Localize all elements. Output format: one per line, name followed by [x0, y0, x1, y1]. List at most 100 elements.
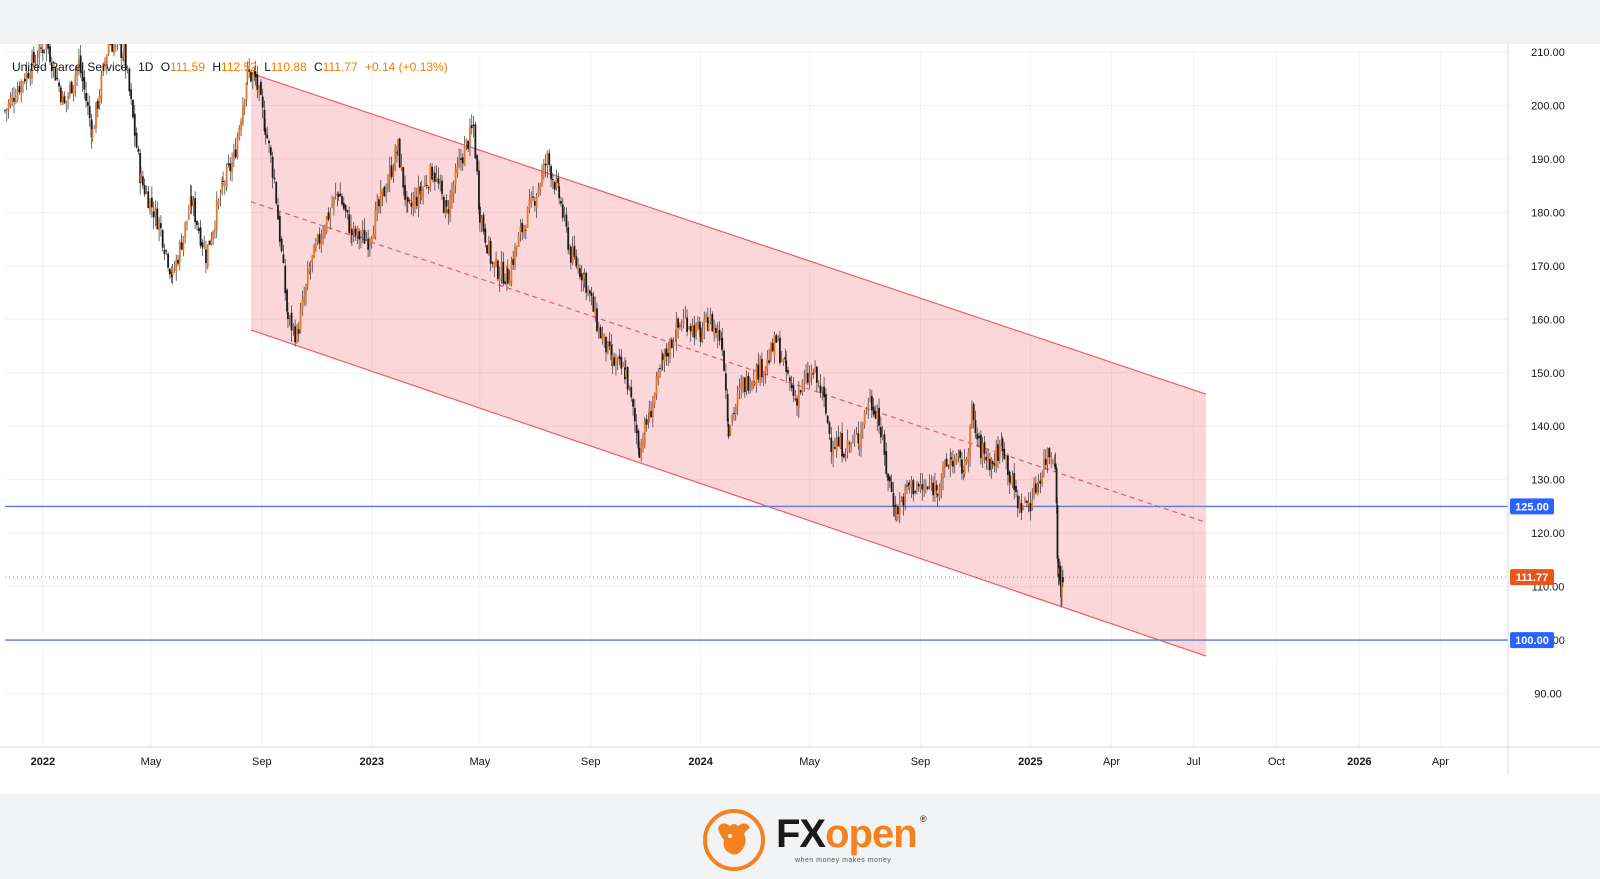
candle-body: [879, 427, 882, 438]
chart-canvas[interactable]: 90.00100.00110.00120.00130.00140.00150.0…: [0, 44, 1600, 794]
chart-area[interactable]: 90.00100.00110.00120.00130.00140.00150.0…: [0, 44, 1600, 794]
candle-body: [40, 47, 42, 49]
candle-body: [476, 155, 479, 172]
candle-body: [429, 164, 432, 190]
candle-body: [1031, 499, 1034, 508]
candle-body: [970, 407, 973, 429]
candle-body: [867, 403, 870, 410]
candle-body: [348, 214, 351, 233]
candle-body: [1037, 481, 1040, 483]
candle-body: [34, 63, 37, 65]
candle-body: [150, 197, 153, 208]
price-tick-label: 180.00: [1531, 207, 1565, 219]
candle-body: [711, 313, 714, 332]
candle-body: [299, 310, 302, 332]
candle-body: [186, 220, 188, 222]
candle-body: [491, 262, 494, 264]
candle-body: [839, 436, 842, 448]
candle-body: [140, 173, 142, 183]
interval-label[interactable]: 1D: [138, 60, 154, 74]
candle-body: [655, 376, 658, 395]
candle-body: [402, 167, 405, 188]
candle-body: [894, 505, 897, 517]
candle-body: [253, 71, 256, 74]
candle-body: [727, 423, 730, 437]
time-tick-label: Sep: [581, 756, 601, 768]
candle-body: [888, 476, 891, 482]
candle-body: [420, 190, 423, 198]
candle-body: [848, 442, 851, 444]
candle-body: [965, 459, 968, 462]
candle-body: [555, 179, 558, 189]
candle-body: [620, 356, 623, 369]
candle-body: [587, 287, 589, 290]
candle-body: [1041, 473, 1044, 484]
candle-body: [23, 78, 26, 82]
candle-body: [585, 272, 588, 293]
candle-body: [72, 85, 75, 95]
candle-body: [766, 358, 769, 371]
candle-body: [360, 236, 362, 238]
time-tick-label: Jul: [1186, 756, 1200, 768]
candle-body: [263, 109, 266, 132]
candle-body: [280, 238, 283, 252]
candle-body: [759, 358, 762, 381]
candle-body: [742, 381, 744, 387]
brand-footer: FXopen ® when money makes money: [0, 800, 1600, 879]
candle-body: [374, 209, 377, 238]
candle-body: [577, 265, 579, 270]
candle-body: [184, 221, 187, 238]
candle-body: [912, 480, 915, 495]
candle-body: [187, 213, 190, 220]
candle-body: [1015, 485, 1017, 493]
candle-body: [137, 148, 140, 152]
candle-body: [394, 148, 397, 171]
candle-body: [480, 218, 483, 226]
candle-body: [647, 421, 650, 423]
candle-body: [895, 507, 898, 518]
candle-body: [437, 178, 440, 184]
candle-body: [957, 454, 960, 457]
symbol-name[interactable]: United Parcel Service: [12, 60, 128, 74]
candle-body: [232, 151, 235, 161]
candle-body: [1060, 580, 1062, 598]
candle-body: [120, 44, 123, 58]
candle-body: [995, 447, 998, 468]
close-label: C: [314, 60, 323, 74]
candle-body: [180, 242, 183, 250]
candle-body: [1020, 503, 1023, 513]
candle-body: [217, 199, 220, 206]
candle-body: [701, 331, 704, 340]
candle-body: [985, 456, 988, 461]
candle-body: [561, 204, 564, 218]
candle-body: [723, 350, 725, 371]
candle-body: [159, 223, 162, 229]
candle-body: [926, 486, 929, 489]
candle-body: [506, 265, 508, 281]
candle-body: [976, 433, 979, 440]
candle-body: [650, 410, 652, 418]
candle-body: [713, 326, 716, 335]
candle-body: [796, 398, 798, 406]
candle-body: [282, 254, 285, 263]
candle-body: [392, 170, 395, 177]
candle-body: [645, 418, 648, 425]
candle-body: [689, 325, 692, 332]
time-tick-label: May: [799, 756, 820, 768]
candle-body: [890, 482, 893, 493]
candle-body: [771, 342, 774, 352]
high-label: H: [212, 60, 222, 74]
candle-body: [569, 246, 572, 263]
candle-series: [4, 44, 1064, 608]
candle-body: [688, 328, 690, 329]
candle-body: [519, 226, 522, 234]
candle-body: [628, 385, 631, 388]
candle-body: [541, 171, 543, 184]
candle-body: [550, 166, 552, 180]
candle-body: [13, 97, 15, 102]
candle-body: [817, 381, 820, 384]
candle-body: [372, 233, 375, 239]
candle-body: [961, 459, 963, 474]
candle-body: [130, 89, 133, 100]
candle-body: [514, 247, 516, 267]
